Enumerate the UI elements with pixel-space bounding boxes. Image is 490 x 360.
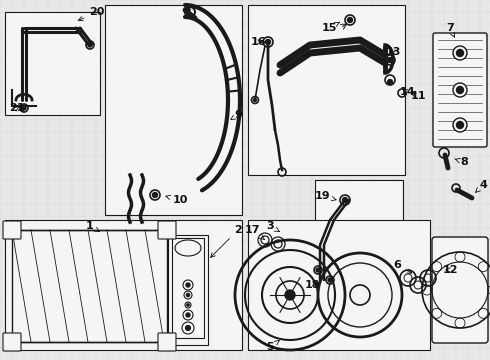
Circle shape [266, 40, 270, 45]
Text: 16: 16 [250, 37, 266, 47]
Text: 4: 4 [476, 180, 487, 192]
Text: 12: 12 [442, 265, 458, 275]
Circle shape [184, 7, 190, 13]
Circle shape [160, 223, 174, 237]
Text: 14: 14 [399, 87, 415, 97]
Circle shape [186, 325, 191, 330]
Circle shape [388, 58, 392, 63]
FancyBboxPatch shape [168, 235, 208, 345]
Circle shape [187, 304, 189, 306]
Circle shape [453, 83, 467, 97]
Text: 11: 11 [410, 91, 426, 101]
FancyBboxPatch shape [158, 333, 176, 351]
Circle shape [152, 193, 157, 198]
Circle shape [457, 122, 464, 129]
Circle shape [186, 313, 190, 317]
Circle shape [453, 118, 467, 132]
Text: 9: 9 [231, 110, 242, 120]
Text: 10: 10 [166, 195, 188, 205]
FancyBboxPatch shape [105, 5, 242, 215]
FancyBboxPatch shape [5, 220, 242, 350]
Text: 19: 19 [314, 191, 336, 201]
Circle shape [453, 46, 467, 60]
Text: 13: 13 [385, 47, 401, 57]
FancyBboxPatch shape [315, 180, 403, 310]
Text: 6: 6 [393, 260, 412, 273]
Circle shape [5, 223, 19, 237]
Circle shape [186, 293, 190, 297]
FancyBboxPatch shape [433, 33, 487, 147]
FancyBboxPatch shape [158, 221, 176, 239]
Circle shape [285, 290, 295, 300]
Text: 5: 5 [266, 341, 279, 352]
Circle shape [5, 335, 19, 349]
FancyBboxPatch shape [248, 220, 430, 350]
Text: 1: 1 [86, 221, 99, 231]
Circle shape [328, 278, 332, 282]
Circle shape [457, 86, 464, 94]
FancyBboxPatch shape [3, 333, 21, 351]
Text: 8: 8 [455, 157, 468, 167]
Text: 18: 18 [304, 280, 320, 290]
Circle shape [88, 43, 92, 47]
Text: 20: 20 [78, 7, 105, 21]
FancyBboxPatch shape [248, 5, 405, 175]
Circle shape [457, 49, 464, 57]
Text: 3: 3 [266, 221, 279, 231]
Circle shape [388, 80, 392, 85]
Circle shape [160, 335, 174, 349]
Circle shape [316, 268, 320, 272]
Circle shape [343, 198, 347, 202]
FancyBboxPatch shape [3, 221, 21, 239]
Text: 2: 2 [211, 225, 242, 257]
Text: 15: 15 [321, 22, 340, 33]
FancyBboxPatch shape [5, 12, 100, 115]
Text: 21: 21 [9, 103, 25, 113]
Text: 7: 7 [446, 23, 455, 37]
Circle shape [253, 99, 256, 102]
FancyBboxPatch shape [432, 237, 488, 343]
Circle shape [22, 106, 26, 110]
Circle shape [186, 283, 190, 287]
Circle shape [347, 18, 352, 22]
Text: 17: 17 [244, 225, 265, 240]
